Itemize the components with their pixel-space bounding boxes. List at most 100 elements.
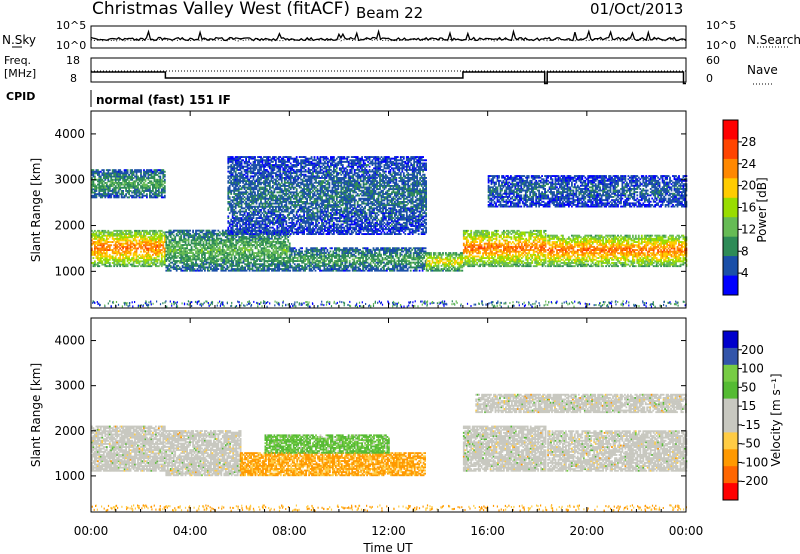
power-cell [113, 233, 116, 235]
power-cell [95, 245, 98, 248]
power-cell [165, 234, 168, 237]
power-cell [328, 253, 330, 256]
power-cell [162, 250, 165, 253]
power-cell [284, 234, 287, 237]
power-cell [428, 260, 431, 262]
power-cell [210, 234, 212, 237]
power-cell [204, 244, 206, 246]
power-cell [160, 253, 163, 256]
power-cell [134, 265, 136, 268]
power-cell [365, 268, 367, 270]
power-cell [316, 248, 318, 251]
power-cell [260, 242, 263, 245]
power-cell [269, 256, 272, 259]
power-cell [339, 260, 342, 262]
power-cell [389, 253, 391, 256]
power-cell [278, 229, 281, 232]
power-cell [152, 242, 154, 245]
power-cell [399, 269, 402, 272]
power-cell [287, 261, 290, 264]
power-cell [281, 263, 284, 266]
power-cell [383, 253, 385, 256]
power-cell [134, 253, 136, 256]
power-cell [97, 255, 99, 258]
power-cell [423, 264, 425, 267]
power-cell [259, 256, 261, 259]
power-cell [174, 229, 177, 232]
power-cell [302, 256, 305, 259]
power-cell [427, 269, 429, 272]
power-cell [226, 229, 229, 232]
power-cell [160, 249, 163, 251]
power-cell [178, 239, 181, 242]
power-cell [307, 248, 309, 251]
power-cell [351, 247, 354, 250]
power-cell [227, 258, 230, 261]
power-cell [162, 244, 165, 247]
power-cell [178, 232, 181, 235]
power-cell [146, 231, 148, 234]
power-cell [244, 252, 246, 254]
power-cell [105, 234, 108, 237]
power-cell [131, 234, 133, 237]
power-cell [184, 244, 187, 246]
power-cell [427, 264, 429, 267]
power-cell [397, 264, 400, 267]
power-cell [208, 232, 211, 235]
power-cell [311, 266, 314, 269]
power-cell [204, 268, 206, 270]
power-cell [287, 256, 290, 259]
power-cell [241, 266, 243, 269]
power-cell [251, 253, 254, 256]
power-cell [239, 258, 242, 261]
power-cell [412, 261, 415, 264]
power-cell [149, 247, 151, 250]
power-cell [288, 234, 291, 237]
power-cell [183, 260, 185, 262]
power-cell [196, 232, 199, 235]
power-cell [414, 268, 417, 270]
power-cell [480, 244, 483, 247]
power-cell [374, 269, 376, 272]
power-cell [396, 263, 399, 266]
power-cell [180, 236, 183, 238]
power-cell [195, 250, 197, 253]
power-cell [397, 261, 400, 264]
power-cell [123, 237, 126, 240]
power-cell [403, 260, 406, 262]
power-cell [108, 234, 111, 237]
power-cell [313, 256, 315, 259]
power-cell [383, 268, 385, 270]
power-cell [405, 260, 408, 262]
power-cell [288, 261, 291, 264]
power-cell [189, 268, 191, 270]
power-cell [389, 250, 391, 253]
power-cell [211, 239, 214, 242]
power-cell [174, 256, 177, 259]
power-cell [153, 250, 156, 253]
power-cell [266, 242, 269, 245]
power-cell [301, 255, 303, 258]
power-cell [120, 249, 123, 251]
power-cell [101, 263, 104, 266]
power-cell [117, 258, 120, 261]
power-cell [193, 268, 196, 270]
power-cell [350, 247, 353, 250]
power-cell [396, 264, 399, 267]
power-cell [360, 261, 363, 264]
power-cell [260, 264, 263, 267]
power-cell [418, 252, 421, 254]
power-cell [351, 261, 354, 264]
power-cell [236, 234, 239, 237]
power-cell [98, 236, 101, 239]
power-cell [204, 239, 206, 242]
power-cell [156, 252, 159, 255]
power-cell [298, 252, 301, 254]
power-cell [199, 260, 202, 262]
power-cell [274, 258, 276, 261]
power-cell [114, 229, 117, 232]
power-cell [409, 263, 412, 266]
power-cell [201, 231, 203, 234]
power-cell [402, 269, 405, 272]
power-cell [334, 255, 336, 258]
